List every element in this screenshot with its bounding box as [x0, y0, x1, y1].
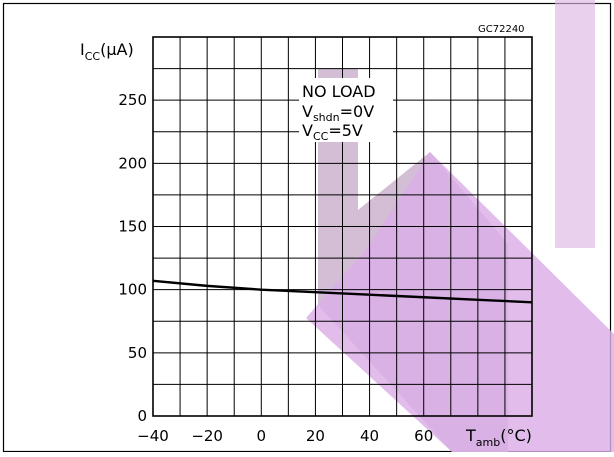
y-axis-title-main: I: [80, 40, 85, 59]
y-tick-label: 150: [118, 218, 147, 236]
y-tick-label: 100: [118, 281, 147, 299]
series-layer: [152, 279, 533, 304]
x-tick-label: 0: [257, 427, 267, 445]
y-axis-title-unit: (μA): [100, 40, 134, 59]
y-tick-label: 0: [137, 407, 147, 425]
annotation-line-3-sub: CC: [313, 130, 329, 143]
y-tick-labels: 0 50 100 150 200 250: [118, 91, 147, 425]
annotation-line-3-rest: =5V: [328, 121, 363, 140]
annotation-line-2-sub: shdn: [313, 111, 340, 124]
x-axis-title-main: T: [465, 426, 476, 445]
x-tick-label: 60: [414, 427, 433, 445]
annotation-line-1: NO LOAD: [302, 82, 376, 101]
watermark-band-right: [555, 0, 595, 248]
plot-frame: [152, 36, 533, 417]
x-tick-labels: −40 −20 0 20 40 60: [137, 427, 433, 445]
series-line: [152, 279, 533, 304]
y-axis-title: ICC(μA): [80, 40, 134, 63]
x-axis-title-sub: amb: [476, 436, 500, 449]
x-tick-label: −20: [191, 427, 223, 445]
y-tick-label: 200: [118, 154, 147, 172]
annotation-line-3: VCC=5V: [302, 121, 363, 143]
x-axis-title-unit: (°C): [500, 426, 532, 445]
figure-code: GC72240: [478, 24, 525, 35]
y-tick-label: 250: [118, 91, 147, 109]
annotation-line-3-main: V: [302, 121, 313, 140]
x-tick-label: 40: [360, 427, 379, 445]
x-tick-label: 20: [306, 427, 325, 445]
x-axis-title: Tamb(°C): [465, 426, 532, 449]
annotation-line-2-main: V: [302, 102, 313, 121]
annotation-line-2-rest: =0V: [340, 102, 375, 121]
x-tick-label: −40: [137, 427, 169, 445]
y-tick-label: 50: [128, 344, 147, 362]
annotation-backdrop: [299, 78, 393, 142]
y-axis-title-sub: CC: [85, 50, 101, 63]
conditions-annotation: NO LOAD Vshdn=0V VCC=5V: [299, 78, 393, 143]
annotation-line-2: Vshdn=0V: [302, 102, 374, 124]
